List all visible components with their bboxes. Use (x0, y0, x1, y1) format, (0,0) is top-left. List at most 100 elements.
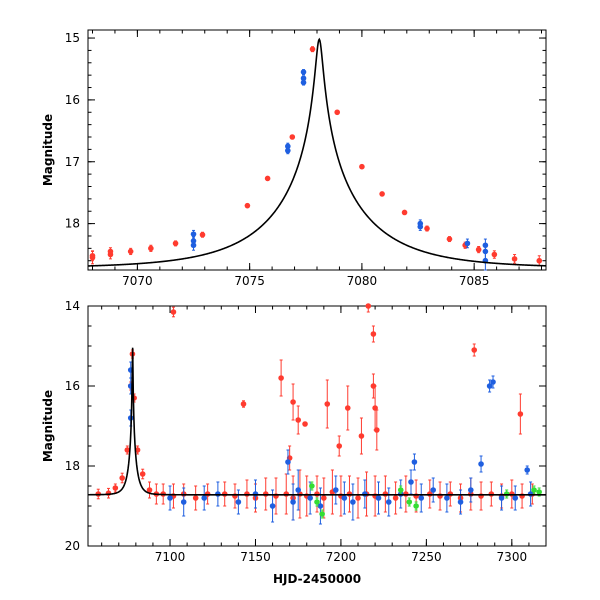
point-marker (464, 240, 471, 247)
top-panel: 7070 7075 7080 7085 15 16 17 18 Magnitude (41, 29, 547, 288)
point-marker (524, 467, 531, 473)
point-marker (486, 383, 493, 389)
point-marker (418, 495, 425, 501)
point-marker (385, 499, 392, 505)
bottom-xtick-label: 7300 (497, 550, 528, 564)
point-marker (498, 495, 505, 501)
data-point-baseline-red (146, 481, 153, 499)
point-marker (190, 231, 197, 237)
point-marker (314, 499, 320, 505)
point-marker (408, 479, 414, 485)
point-marker (490, 379, 496, 385)
point-marker (124, 447, 131, 453)
data-point-red (309, 46, 316, 53)
top-xtick-label: 7080 (347, 274, 378, 288)
bottom-xtick-label: 7100 (155, 550, 186, 564)
point-marker (536, 489, 542, 495)
point-marker (290, 399, 296, 405)
point-marker (307, 495, 313, 501)
data-point-outliers-red (374, 409, 380, 451)
data-point-outliers-red (278, 359, 284, 397)
point-marker (235, 499, 242, 505)
point-marker (139, 471, 146, 477)
bottom-xlabel: HJD-2450000 (273, 572, 361, 586)
data-point-red (491, 250, 498, 259)
data-point-red (107, 247, 114, 256)
data-point-baseline-red (112, 483, 119, 493)
point-marker (295, 487, 302, 493)
data-point-baseline-red (139, 468, 146, 480)
data-point-red (244, 202, 251, 209)
point-marker (127, 248, 134, 255)
bottom-xtick-label: 7250 (411, 550, 442, 564)
top-model-curve (87, 37, 547, 267)
data-point-outliers-red (170, 306, 177, 318)
point-marker (89, 252, 96, 259)
bottom-ytick-label: 18 (65, 459, 80, 473)
data-point-red (89, 250, 96, 262)
point-marker (324, 401, 331, 407)
data-point-blue (295, 469, 302, 511)
point-marker (512, 495, 519, 501)
data-point-red (446, 236, 453, 243)
data-point-blue (332, 475, 339, 505)
point-marker (411, 459, 418, 465)
data-point-blue (300, 69, 307, 76)
top-ytick-label: 16 (65, 93, 80, 107)
data-point-outliers-red (302, 421, 308, 427)
point-marker (379, 191, 385, 197)
data-point-blue (478, 455, 484, 473)
data-point-outliers-red (290, 383, 296, 421)
data-point-baseline-red (192, 485, 199, 511)
point-marker (511, 256, 518, 262)
bottom-ytick-label: 14 (65, 299, 80, 313)
point-marker (302, 421, 308, 427)
bottom-ytick-label: 16 (65, 379, 80, 393)
top-ylabel: Magnitude (41, 114, 55, 186)
point-marker (172, 240, 179, 247)
data-point-green (319, 509, 325, 519)
point-marker (457, 499, 464, 505)
point-marker (199, 231, 206, 238)
data-point-red (379, 191, 385, 197)
data-point-blue (524, 465, 531, 475)
data-point-red (264, 175, 271, 182)
data-point-red (401, 209, 408, 216)
point-marker (240, 401, 247, 407)
point-marker (192, 495, 199, 501)
point-marker (278, 375, 284, 381)
data-point-blue (350, 483, 356, 521)
data-point-blue (375, 481, 382, 515)
data-point-red (127, 247, 134, 256)
point-marker (372, 405, 378, 411)
data-point-outliers-red (295, 405, 302, 435)
point-marker (300, 69, 307, 75)
data-point-blue (417, 222, 424, 231)
data-point-red (199, 231, 206, 238)
point-marker (285, 459, 291, 465)
data-point-green (536, 487, 542, 497)
data-point-blue (385, 487, 392, 517)
point-marker (190, 242, 197, 249)
point-marker (167, 495, 173, 501)
point-marker (148, 245, 154, 252)
data-point-blue (180, 487, 187, 517)
top-xtick-label: 7085 (459, 274, 490, 288)
point-marker (401, 209, 408, 216)
point-marker (112, 485, 119, 491)
data-point-outliers-red (471, 343, 478, 357)
bottom-model-curve (87, 347, 546, 496)
data-point-blue (468, 477, 474, 503)
data-point-green (406, 497, 413, 507)
data-point-blue (418, 483, 425, 513)
point-marker (309, 46, 316, 52)
point-marker (332, 487, 339, 493)
data-point-red (148, 244, 154, 252)
data-point-blue (411, 453, 418, 471)
data-point-blue (285, 449, 291, 475)
point-marker (430, 487, 437, 493)
top-xtick-label: 7075 (234, 274, 265, 288)
data-point-red (334, 109, 341, 116)
point-marker (341, 495, 348, 501)
